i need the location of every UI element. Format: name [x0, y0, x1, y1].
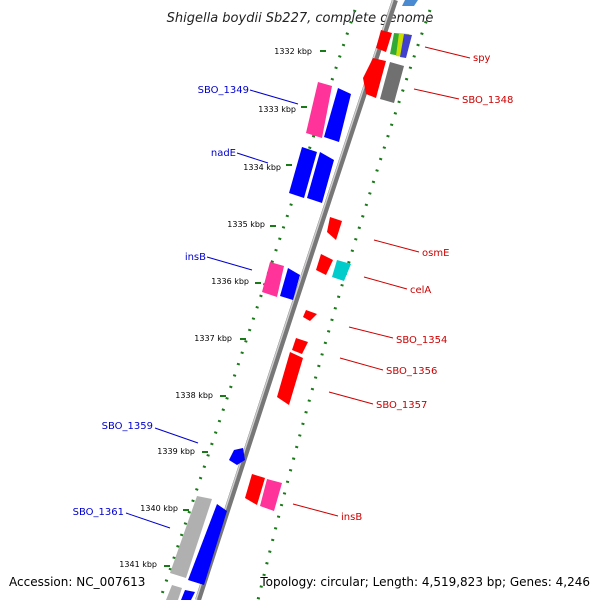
- cds-feature[interactable]: [277, 352, 303, 405]
- cds-feature[interactable]: [303, 310, 317, 321]
- cds-feature[interactable]: [402, 0, 418, 6]
- reverse-labels: spy SBO_1348 osmE celA SBO_1354 SBO_1356…: [292, 46, 513, 523]
- cds-feature[interactable]: [170, 496, 212, 578]
- cds-feature[interactable]: [363, 58, 386, 98]
- accession-text: Accession: NC_007613: [9, 575, 145, 589]
- cds-feature[interactable]: [380, 62, 404, 103]
- right-tick-arc: [256, 9, 432, 600]
- tick-label: 1341 kbp: [119, 560, 157, 569]
- gene-label-sbo1359[interactable]: SBO_1359: [102, 421, 153, 432]
- gene-label-sbo1361[interactable]: SBO_1361: [73, 507, 124, 518]
- cds-feature[interactable]: [400, 34, 412, 58]
- tick-label: 1338 kbp: [175, 391, 213, 400]
- gene-label-spy[interactable]: spy: [473, 53, 491, 64]
- gene-label-cela[interactable]: celA: [410, 285, 431, 296]
- cds-feature[interactable]: [316, 254, 333, 275]
- cds-feature[interactable]: [306, 82, 332, 138]
- tick-label: 1334 kbp: [243, 163, 281, 172]
- kbp-ticks: 1332 kbp 1333 kbp 1334 kbp 1335 kbp 1336…: [119, 47, 326, 569]
- cds-feature[interactable]: [324, 88, 351, 142]
- cds-feature[interactable]: [262, 262, 284, 297]
- cds-feature[interactable]: [188, 504, 227, 585]
- gene-label-insb-left[interactable]: insB: [185, 252, 206, 263]
- gene-label-sbo1356[interactable]: SBO_1356: [386, 366, 437, 377]
- topology-summary: Topology: circular; Length: 4,519,823 bp…: [259, 575, 590, 589]
- tick-label: 1337 kbp: [194, 334, 232, 343]
- cds-feature[interactable]: [229, 448, 245, 465]
- gene-label-nade[interactable]: nadE: [211, 148, 236, 159]
- cds-feature[interactable]: [332, 260, 351, 281]
- cds-feature[interactable]: [181, 590, 195, 600]
- gene-label-sbo1348[interactable]: SBO_1348: [462, 95, 513, 106]
- gene-label-osme[interactable]: osmE: [422, 248, 449, 259]
- tick-label: 1332 kbp: [274, 47, 312, 56]
- cds-feature[interactable]: [245, 474, 265, 505]
- tick-label: 1335 kbp: [227, 220, 265, 229]
- gene-label-sbo1357[interactable]: SBO_1357: [376, 400, 427, 411]
- tick-label: 1333 kbp: [258, 105, 296, 114]
- cds-feature[interactable]: [280, 268, 300, 300]
- cds-feature[interactable]: [376, 30, 392, 52]
- tick-label: 1340 kbp: [140, 504, 178, 513]
- reverse-strand-features: [245, 0, 418, 511]
- cds-feature[interactable]: [307, 152, 334, 203]
- tick-label: 1336 kbp: [211, 277, 249, 286]
- gene-label-sbo1349[interactable]: SBO_1349: [198, 85, 249, 96]
- cds-feature[interactable]: [166, 585, 182, 600]
- cds-feature[interactable]: [292, 338, 308, 354]
- forward-labels: SBO_1349 nadE insB SBO_1359 SBO_1361: [73, 85, 299, 529]
- forward-strand-features: [166, 82, 351, 600]
- map-title: Shigella boydii Sb227, complete genome: [167, 11, 434, 26]
- gene-label-sbo1354[interactable]: SBO_1354: [396, 335, 447, 346]
- tick-label: 1339 kbp: [157, 447, 195, 456]
- cds-feature[interactable]: [289, 147, 317, 198]
- cds-feature[interactable]: [327, 217, 342, 240]
- cds-feature[interactable]: [260, 479, 282, 511]
- gene-label-insb-right[interactable]: insB: [341, 512, 362, 523]
